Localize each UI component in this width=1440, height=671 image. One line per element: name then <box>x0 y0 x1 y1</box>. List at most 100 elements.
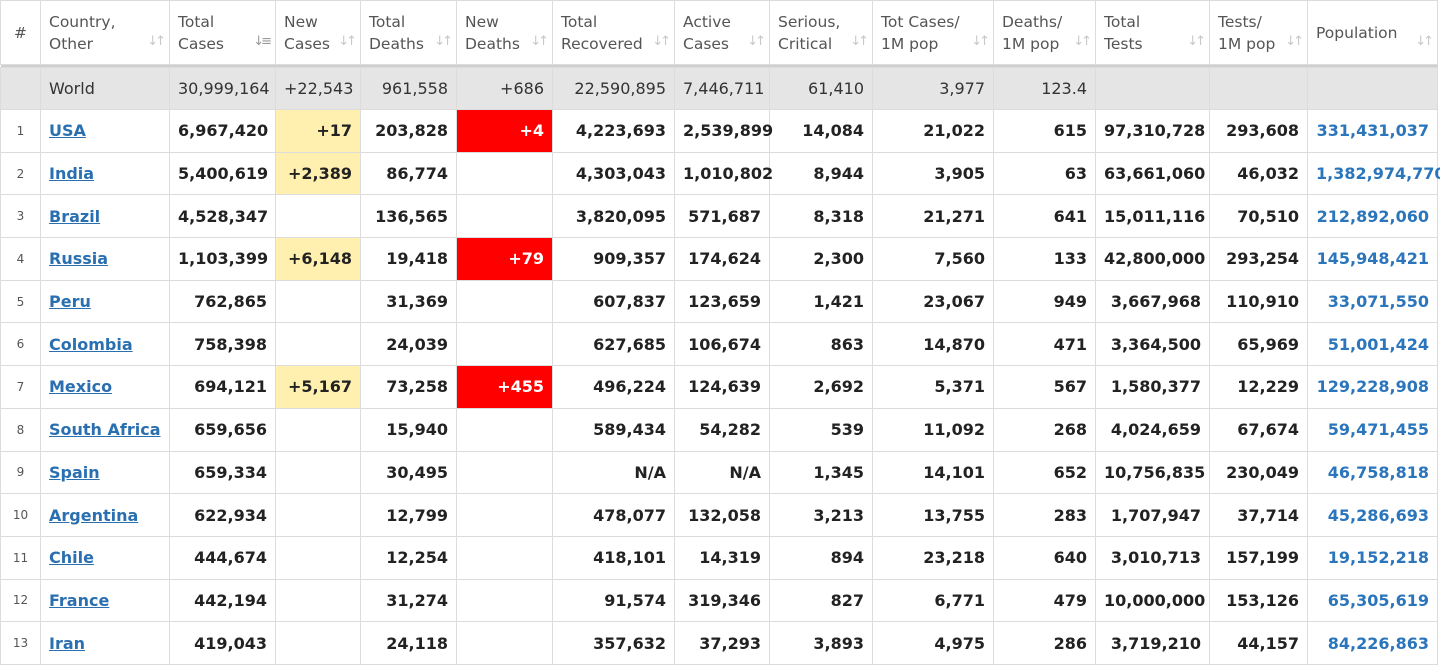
cell-total-recovered: 4,303,043 <box>552 151 675 196</box>
sort-desc-active-icon[interactable]: ↓≡ <box>253 34 272 49</box>
cell-total-tests: 15,011,116 <box>1095 194 1210 239</box>
column-header-tot-cases-per-1m[interactable]: Tot Cases/1M pop ↓↑ <box>872 0 994 65</box>
column-header-total-recovered[interactable]: Total Recovered ↓↑ <box>552 0 675 65</box>
cell-total-tests: 3,010,713 <box>1095 535 1210 580</box>
country-link[interactable]: Iran <box>49 633 86 653</box>
country-link[interactable]: Chile <box>49 548 94 568</box>
cell-tests-per-1m: 293,254 <box>1209 237 1308 281</box>
cell-active-cases: 54,282 <box>674 407 770 452</box>
cell-total-deaths: 19,418 <box>360 237 457 281</box>
sort-arrows-icon[interactable]: ↓↑ <box>971 34 990 49</box>
country-link[interactable]: Colombia <box>49 334 133 354</box>
sort-arrows-icon[interactable]: ↓↑ <box>1187 34 1206 49</box>
cell-active-cases: 1,010,802 <box>674 151 773 196</box>
column-header-total-cases[interactable]: Total Cases ↓≡ <box>169 0 276 65</box>
cell-new-cases <box>275 578 361 623</box>
cell-total-recovered: N/A <box>552 450 675 495</box>
cell-deaths-per-1m: 641 <box>993 194 1096 239</box>
cell-active-cases: 174,624 <box>674 237 770 281</box>
column-header-new-cases[interactable]: New Cases ↓↑ <box>275 0 361 65</box>
country-link[interactable]: Spain <box>49 462 100 482</box>
column-header-label: Total Recovered <box>561 13 643 53</box>
country-link[interactable]: India <box>49 164 95 184</box>
cell-tests-per-1m: 110,910 <box>1209 279 1308 324</box>
sort-arrows-icon[interactable]: ↓↑ <box>1073 34 1092 49</box>
cell-total-tests: 10,000,000 <box>1095 578 1210 623</box>
column-header-line: Total <box>369 12 406 31</box>
column-header-total-deaths[interactable]: Total Deaths ↓↑ <box>360 0 457 65</box>
cell-country: World <box>40 67 170 110</box>
country-link[interactable]: Russia <box>49 249 109 269</box>
column-header-new-deaths[interactable]: New Deaths ↓↑ <box>456 0 553 65</box>
column-header-line: 1M pop <box>881 34 939 53</box>
sort-arrows-icon[interactable]: ↓↑ <box>850 34 869 49</box>
sort-arrows-icon[interactable]: ↓↑ <box>530 34 549 49</box>
column-header-line: Active <box>683 12 731 31</box>
sort-arrows-icon[interactable]: ↓↑ <box>1415 34 1434 49</box>
cell-deaths-per-1m: 640 <box>993 535 1096 580</box>
cell-new-deaths <box>456 322 553 367</box>
cell-new-cases <box>275 407 361 452</box>
cell-tot-cases-per-1m: 5,371 <box>872 365 994 409</box>
cell-rank: 2 <box>0 151 41 196</box>
cell-population: 45,286,693 <box>1307 493 1438 537</box>
sort-arrows-icon[interactable]: ↓↑ <box>652 34 671 49</box>
cell-new-deaths: +455 <box>456 365 553 409</box>
column-header-population[interactable]: Population ↓↑ <box>1307 0 1438 65</box>
country-link[interactable]: France <box>49 590 110 610</box>
cell-active-cases: 571,687 <box>674 194 770 239</box>
cell-tests-per-1m: 293,608 <box>1209 109 1308 153</box>
column-header-label: Deaths/1M pop <box>1002 13 1062 53</box>
cell-tests-per-1m: 37,714 <box>1209 493 1308 537</box>
cell-deaths-per-1m: 949 <box>993 279 1096 324</box>
sort-arrows-icon[interactable]: ↓↑ <box>338 34 357 49</box>
column-header-line: Cases <box>284 34 331 53</box>
country-link[interactable]: Mexico <box>49 377 113 397</box>
cell-tests-per-1m: 44,157 <box>1209 621 1308 665</box>
table-row: 13 Iran 419,043 24,118 357,632 37,293 3,893 4,9… <box>0 621 1438 665</box>
column-header-deaths-per-1m[interactable]: Deaths/1M pop ↓↑ <box>993 0 1096 65</box>
cell-new-cases <box>275 194 361 239</box>
column-header-active-cases[interactable]: Active Cases ↓↑ <box>674 0 770 65</box>
header-separator <box>0 64 1438 68</box>
column-header-serious-critical[interactable]: Serious, Critical ↓↑ <box>769 0 873 65</box>
cell-tot-cases-per-1m: 7,560 <box>872 237 994 281</box>
cell-country: Brazil <box>40 194 170 239</box>
column-header-label: New Cases <box>284 13 330 53</box>
sort-arrows-icon[interactable]: ↓↑ <box>747 34 766 49</box>
country-link[interactable]: South Africa <box>49 420 161 440</box>
cell-total-recovered: 627,685 <box>552 322 675 367</box>
column-header-total-tests[interactable]: Total Tests ↓↑ <box>1095 0 1210 65</box>
cell-population <box>1307 67 1438 110</box>
country-link[interactable]: Brazil <box>49 206 101 226</box>
cell-tot-cases-per-1m: 3,905 <box>872 151 994 196</box>
cell-total-deaths: 73,258 <box>360 365 457 409</box>
cell-active-cases: 7,446,711 <box>674 67 770 110</box>
sort-arrows-icon[interactable]: ↓↑ <box>1285 34 1304 49</box>
cell-country: Iran <box>40 621 170 665</box>
column-header-line: 1M pop <box>1002 34 1060 53</box>
cell-new-cases <box>275 621 361 665</box>
country-link[interactable]: USA <box>49 121 86 141</box>
cell-country: South Africa <box>40 407 170 452</box>
cell-total-recovered: 607,837 <box>552 279 675 324</box>
country-link[interactable]: Peru <box>49 292 91 312</box>
column-header-tests-per-1m[interactable]: Tests/1M pop ↓↑ <box>1209 0 1308 65</box>
cell-population: 19,152,218 <box>1307 535 1438 580</box>
cell-population: 145,948,421 <box>1307 237 1438 281</box>
column-header-label: Serious, Critical <box>778 13 840 53</box>
table-row: 2 India 5,400,619 +2,389 86,774 4,303,043 1,01… <box>0 151 1440 196</box>
sort-arrows-icon[interactable]: ↓↑ <box>434 34 453 49</box>
cell-country: Argentina <box>40 493 170 537</box>
country-link[interactable]: Argentina <box>49 505 139 525</box>
cell-new-deaths: +686 <box>456 67 553 110</box>
cell-active-cases: 14,319 <box>674 535 770 580</box>
world-total-row: World 30,999,164 +22,543 961,558 +686 22,590,… <box>0 67 1438 110</box>
cell-total-recovered: 478,077 <box>552 493 675 537</box>
cell-serious-critical: 1,421 <box>769 279 873 324</box>
sort-arrows-icon[interactable]: ↓↑ <box>147 34 166 49</box>
column-header-country[interactable]: Country, Other ↓↑ <box>40 0 170 65</box>
column-header-rank[interactable]: # <box>0 0 41 65</box>
cell-new-deaths <box>456 493 553 537</box>
